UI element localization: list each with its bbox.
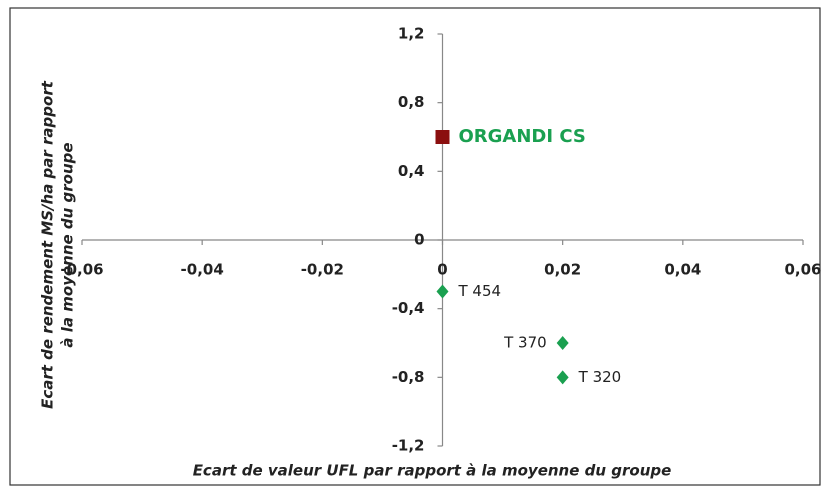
y-tick-label: 0,4 [398,162,425,180]
y-tick-label: 0 [414,231,424,249]
y-tick-label: -0,4 [392,299,425,317]
point-label: ORGANDI CS [459,126,586,147]
y-tick-label: -0,8 [392,368,425,386]
x-tick-label: -0,02 [301,261,344,279]
y-axis-title-line: Ecart de rendement MS/ha par rapport [39,80,57,409]
x-tick-label: 0,02 [544,261,581,279]
point [556,370,569,385]
y-tick-label: 0,8 [398,93,425,111]
x-axis-title: Ecart de valeur UFL par rapport à la moy… [193,462,672,480]
x-tick-label: -0,06 [60,261,103,279]
x-tick-label: 0,04 [664,261,701,279]
point-label: T 370 [503,334,547,352]
point-label: T 454 [458,282,502,300]
point [435,130,450,144]
point [556,336,569,350]
point [436,284,449,299]
y-tick-label: -1,2 [392,437,425,455]
x-tick-label: 0,06 [784,261,821,279]
y-tick-label: 1,2 [398,25,425,43]
y-axis-title: Ecart de rendement MS/ha par rapport à l… [39,80,77,409]
y-axis-title-line: à la moyenne du groupe [59,142,77,347]
point-label: T 320 [578,368,622,386]
x-tick-label: -0,04 [181,261,224,279]
chart-frame [9,7,821,486]
x-tick-label: 0 [437,261,447,279]
